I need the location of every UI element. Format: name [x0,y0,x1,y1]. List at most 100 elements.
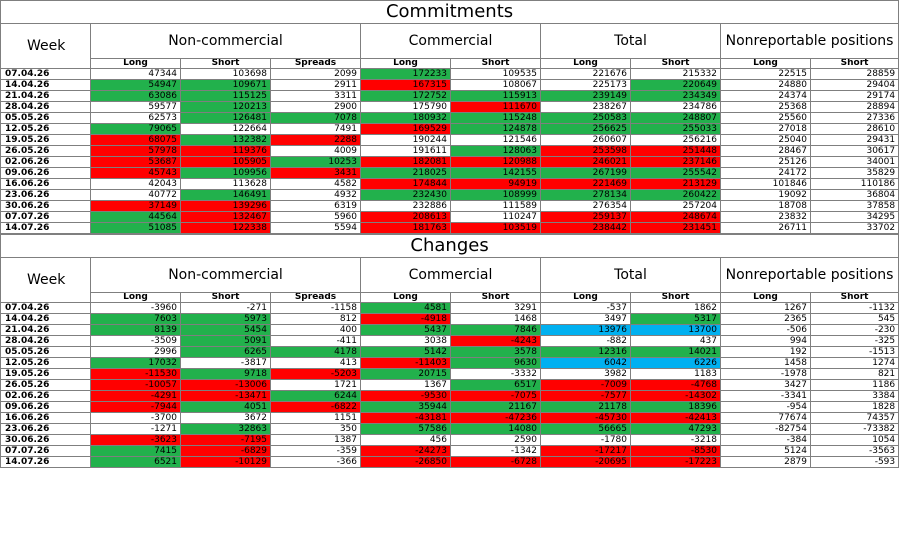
value-cell: 4178 [270,346,361,358]
table-row: 23.06.26 40772 146491 4932 232430 108999 27813… [0,189,900,201]
value-cell: 5124 [720,445,811,457]
value-cell: 36804 [809,189,900,201]
value-cell: 248674 [630,211,721,223]
value-cell: 232886 [360,200,451,212]
value-cell: 220649 [630,79,721,91]
value-cell: -3700 [90,412,181,424]
section-title: Commitments [0,0,900,24]
value-cell: 13700 [630,324,721,336]
value-cell: 120213 [180,101,271,113]
value-cell: 180932 [360,112,451,124]
value-cell: 51085 [90,222,181,234]
table-row: 07.04.26 -3960 -271 -1158 4581 3291 -537 1862 12… [0,302,900,314]
title-row: Changes [0,234,900,258]
week-cell: 23.06.26 [0,189,91,201]
value-cell: 1458 [720,357,811,369]
table-row: 21.04.26 63086 115125 3311 172752 115913 23914… [0,90,900,102]
value-cell: 172233 [360,68,451,80]
table-row: 09.06.26 -7944 4051 -6822 35944 21167 21178 183… [0,401,900,413]
value-cell: 24374 [720,90,811,102]
value-cell: 119376 [180,145,271,157]
value-cell: 22515 [720,68,811,80]
value-cell: 103519 [450,222,541,234]
value-cell: 182081 [360,156,451,168]
value-cell: -42413 [630,412,721,424]
value-cell: 191611 [360,145,451,157]
table-row: 07.07.26 7415 -6829 -359 -24273 -1342 -17217 -8… [0,445,900,457]
sub-header: Short [180,292,271,303]
value-cell: 26711 [720,222,811,234]
value-cell: 231451 [630,222,721,234]
table-row: 07.04.26 47344 103698 2099 172233 109535 22167… [0,68,900,80]
value-cell: 29431 [809,134,900,146]
value-cell: 246021 [540,156,631,168]
value-cell: 34001 [809,156,900,168]
value-cell: 110247 [450,211,541,223]
sub-header: Short [450,58,541,69]
week-cell: 07.07.26 [0,445,91,457]
table-row: 21.04.26 8139 5454 400 5437 7846 13976 13700 -50… [0,324,900,336]
week-cell: 21.04.26 [0,90,91,102]
sub-header: Long [540,58,631,69]
value-cell: -17217 [540,445,631,457]
value-cell: 256625 [540,123,631,135]
value-cell: 33702 [809,222,900,234]
value-cell: -1271 [90,423,181,435]
value-cell: -17223 [630,456,721,468]
sub-header: Short [630,58,721,69]
value-cell: -1513 [809,346,900,358]
value-cell: 7603 [90,313,181,325]
table-row: 23.06.26 -1271 32863 350 57586 14080 56665 4729… [0,423,900,435]
value-cell: 5437 [360,324,451,336]
week-cell: 09.06.26 [0,167,91,179]
table-row: 30.06.26 37149 139296 6319 232886 111589 27635… [0,200,900,212]
table-row: 12.05.26 17032 -3817 413 -11403 9630 6042 6226 1… [0,357,900,369]
week-cell: 09.06.26 [0,401,91,413]
value-cell: 5091 [180,335,271,347]
value-cell: -73382 [809,423,900,435]
value-cell: 126481 [180,112,271,124]
value-cell: 1267 [720,302,811,314]
value-cell: 28610 [809,123,900,135]
week-cell: 30.06.26 [0,434,91,446]
value-cell: 1274 [809,357,900,369]
value-cell: 225173 [540,79,631,91]
value-cell: 18396 [630,401,721,413]
table-row: 26.05.26 57978 119376 4009 191611 128063 25359… [0,145,900,157]
commercial-header: Commercial [360,23,541,59]
value-cell: 260422 [630,189,721,201]
table-row: 02.06.26 53687 105905 10253 182081 120988 2460… [0,156,900,168]
value-cell: 132467 [180,211,271,223]
value-cell: 3311 [270,90,361,102]
value-cell: 5960 [270,211,361,223]
value-cell: 25368 [720,101,811,113]
value-cell: 7846 [450,324,541,336]
value-cell: 14080 [450,423,541,435]
value-cell: 190244 [360,134,451,146]
value-cell: -359 [270,445,361,457]
value-cell: 812 [270,313,361,325]
value-cell: -882 [540,335,631,347]
value-cell: -1978 [720,368,811,380]
value-cell: 25126 [720,156,811,168]
value-cell: 994 [720,335,811,347]
table-row: 28.04.26 59577 120213 2900 175790 111670 23826… [0,101,900,113]
value-cell: -7944 [90,401,181,413]
value-cell: 255542 [630,167,721,179]
week-header: Week [0,23,91,69]
sub-header-row: Long Short Spreads Long Short Long Short Long Sh… [1,58,900,69]
value-cell: 215332 [630,68,721,80]
value-cell: 37149 [90,200,181,212]
value-cell: 1828 [809,401,900,413]
value-cell: 13976 [540,324,631,336]
week-cell: 07.07.26 [0,211,91,223]
value-cell: -8530 [630,445,721,457]
value-cell: 234349 [630,90,721,102]
value-cell: 208613 [360,211,451,223]
nonreportable-header: Nonreportable positions [719,23,900,59]
value-cell: -4243 [450,335,541,347]
week-cell: 02.06.26 [0,156,91,168]
value-cell: 172752 [360,90,451,102]
value-cell: -3332 [450,368,541,380]
value-cell: 3672 [180,412,271,424]
